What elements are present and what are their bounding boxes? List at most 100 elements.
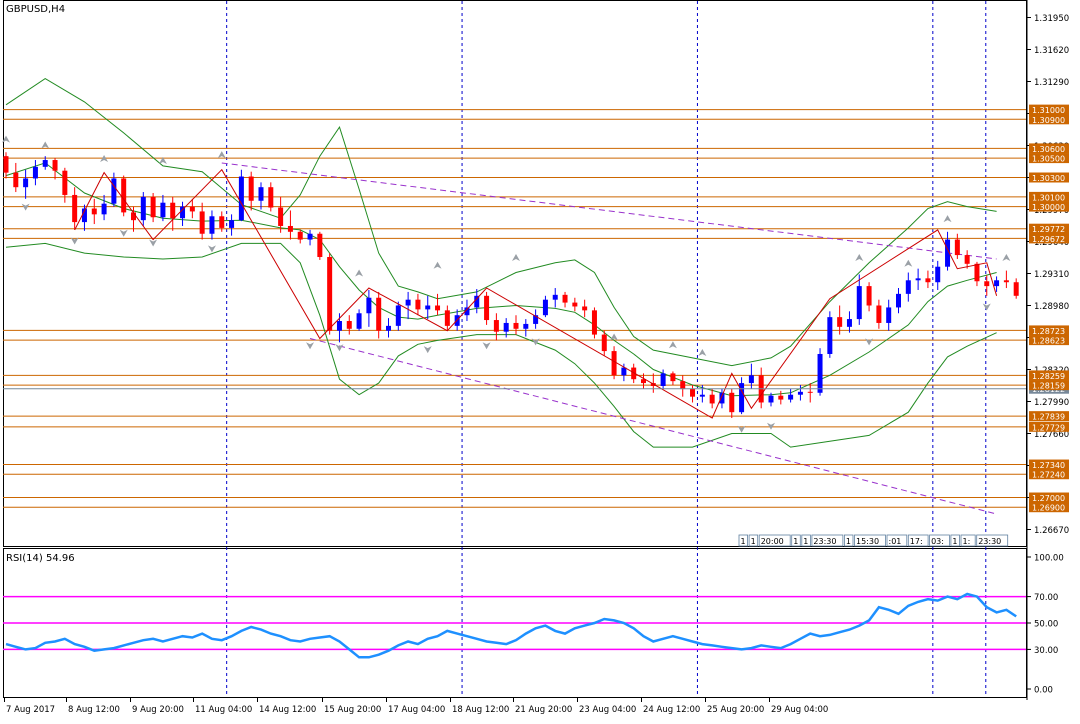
level-tag: 1.28723: [1032, 327, 1065, 336]
bollinger-lower: [5, 242, 997, 448]
time-tick-label: 25 Aug 20:00: [707, 705, 764, 715]
level-tag: 1.30000: [1032, 203, 1065, 212]
level-tag: 1.27240: [1032, 471, 1065, 480]
rsi-tick-label: 50.00: [1034, 620, 1058, 630]
candle-body: [523, 323, 529, 329]
price-tick-label: 1.29310: [1034, 270, 1069, 280]
candle-body: [552, 294, 558, 300]
candle-body: [444, 310, 450, 326]
candle-body: [797, 391, 803, 395]
fractal-up-icon: [610, 333, 619, 341]
candle-body: [140, 196, 146, 221]
candle-body: [974, 263, 980, 282]
candle-body: [896, 293, 901, 308]
time-tags: 1 1 20:00 1 1 23:30 1 15:30:01 17: 03: 1 1: 23:30: [738, 534, 1009, 547]
time-tick-label: 11 Aug 04:00: [195, 705, 252, 715]
candle-body: [856, 286, 862, 320]
candle-body: [160, 202, 166, 218]
fractal-up-icon: [41, 141, 50, 149]
candle-body: [111, 178, 117, 204]
candles: [3, 152, 1019, 418]
fractals: [2, 135, 1011, 433]
candle-body: [307, 233, 313, 240]
candle-body: [493, 320, 499, 332]
candle-body: [42, 160, 48, 167]
candle-body: [209, 216, 215, 234]
time-tick-label: 15 Aug 20:00: [324, 705, 381, 715]
candle-body: [915, 278, 921, 281]
level-tag-bg: [1029, 153, 1069, 164]
fractal-down-icon: [70, 237, 79, 245]
time-tick-label: 21 Aug 20:00: [515, 705, 572, 715]
trendlines: [221, 162, 997, 515]
rsi-line: [5, 592, 1017, 659]
candle-body: [91, 208, 97, 215]
candle-body: [641, 379, 646, 384]
time-tag: 1: [952, 537, 957, 546]
fractal-up-icon: [943, 215, 952, 223]
time-tag: :01: [889, 537, 902, 546]
level-tag: 1.27839: [1032, 413, 1065, 422]
candle-body: [317, 233, 323, 258]
time-axis: 7 Aug 2017 8 Aug 12:00 9 Aug 20:00 11 Aug 0…: [4, 698, 828, 715]
level-tag: 1.28623: [1032, 337, 1065, 346]
price-tick-label: 1.31620: [1034, 46, 1069, 56]
candle-body: [13, 172, 19, 188]
fractal-up-icon: [158, 156, 167, 164]
time-tag: 03:: [931, 537, 944, 546]
candle-body: [729, 392, 735, 413]
fractal-down-icon: [149, 239, 158, 247]
price-tick-label: 1.26670: [1034, 526, 1069, 536]
trendline: [221, 162, 997, 260]
level-tag: 1.30300: [1032, 174, 1065, 183]
zigzag: [74, 168, 998, 419]
candle-body: [768, 395, 774, 403]
level-tag: 1.28259: [1032, 372, 1065, 381]
time-tick-label: 17 Aug 04:00: [388, 705, 445, 715]
candle-body: [268, 187, 274, 208]
fractal-down-icon: [335, 344, 344, 352]
level-tag-bg: [1029, 469, 1069, 480]
candle-body: [435, 305, 441, 311]
candle-body: [591, 310, 597, 335]
candle-body: [876, 305, 882, 323]
level-tag: 1.27340: [1032, 461, 1065, 470]
level-tag-bg: [1029, 143, 1069, 154]
level-tag: 1.28159: [1032, 382, 1065, 391]
time-tag: 1: [741, 537, 746, 546]
candle-body: [562, 294, 568, 303]
time-tick-label: 8 Aug 12:00: [68, 705, 120, 715]
time-tag-bg: [801, 534, 811, 547]
candle-body: [611, 351, 617, 376]
level-tag-bg: [1029, 335, 1069, 346]
level-tag-bg: [1029, 223, 1069, 234]
rsi-tick-label: 100.00: [1034, 554, 1064, 564]
candle-body: [62, 170, 68, 195]
level-tag-bg: [1029, 114, 1069, 125]
level-tag-bg: [1029, 411, 1069, 422]
candle-body: [366, 297, 372, 314]
bollinger-bands: [5, 78, 997, 448]
time-tick-label: 24 Aug 12:00: [643, 705, 700, 715]
price-tick-label: 1.31950: [1034, 14, 1069, 24]
candle-body: [621, 367, 627, 376]
candle-body: [72, 194, 78, 223]
rsi-tick-label: 70.00: [1034, 593, 1058, 603]
time-tag-bg: [844, 534, 854, 547]
candle-body: [719, 392, 725, 404]
time-tag-bg: [929, 534, 950, 547]
time-tick-label: 9 Aug 20:00: [132, 705, 184, 715]
time-tag: 1: [751, 537, 756, 546]
time-tag: 17:: [910, 537, 923, 546]
fractal-up-icon: [512, 253, 520, 261]
candle-body: [513, 322, 519, 329]
level-tag: 1.30900: [1032, 116, 1065, 125]
fractal-down-icon: [767, 422, 775, 430]
level-tag-bg: [1029, 325, 1069, 336]
candle-body: [945, 239, 951, 267]
level-tag-bg: [1029, 459, 1069, 470]
candle-body: [248, 176, 254, 201]
price-tick-label: 1.27660: [1034, 430, 1069, 440]
time-tag-bg: [758, 534, 791, 547]
